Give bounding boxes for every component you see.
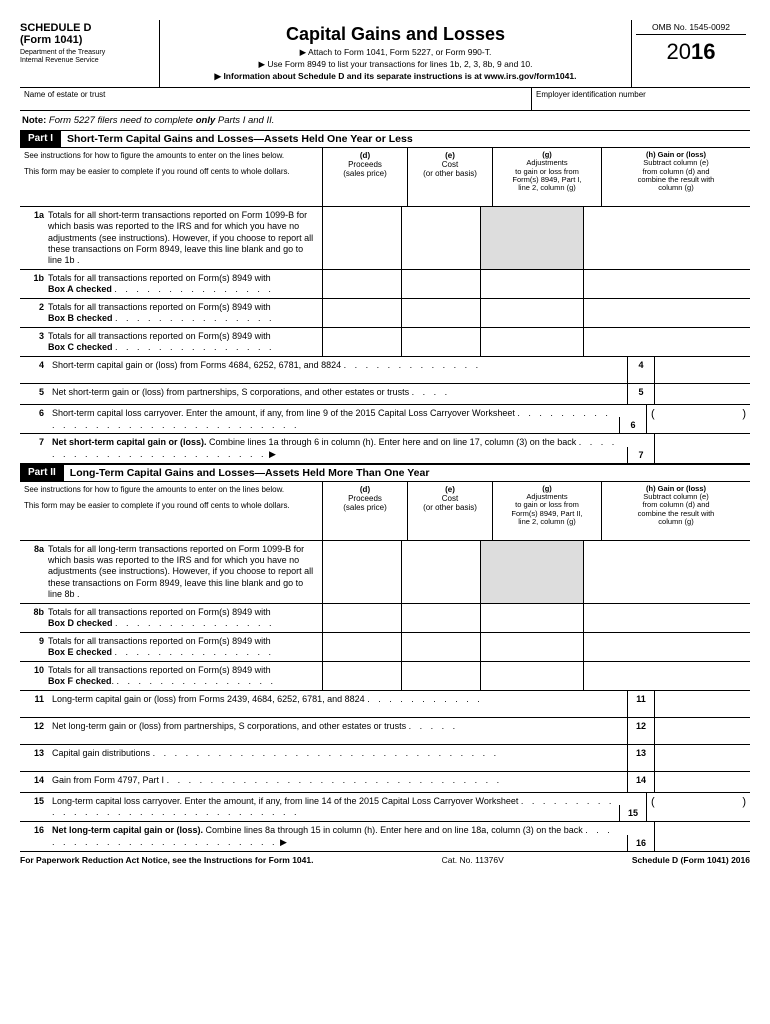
form-footer: For Paperwork Reduction Act Notice, see … <box>20 851 750 865</box>
part1-inst2: This form may be easier to complete if y… <box>24 167 316 177</box>
line-12: 12 Net long-term gain or (loss) from par… <box>20 718 750 745</box>
department: Department of the Treasury Internal Reve… <box>20 49 155 64</box>
line-15: 15 Long-term capital loss carryover. Ent… <box>20 793 750 822</box>
part2-tag: Part II <box>20 465 64 481</box>
line-4: 4 Short-term capital gain or (loss) from… <box>20 357 750 384</box>
filer-note: Note: Form 5227 filers need to complete … <box>20 111 750 130</box>
part1-inst1: See instructions for how to figure the a… <box>24 151 316 161</box>
use-instruction: ▶ Use Form 8949 to list your transaction… <box>168 59 623 70</box>
line-7: 7 Net short-term capital gain or (loss).… <box>20 434 750 463</box>
line-13: 13 Capital gain distributions . . . . . … <box>20 745 750 772</box>
line-16: 16 Net long-term capital gain or (loss).… <box>20 822 750 850</box>
part2-column-headers: See instructions for how to figure the a… <box>20 482 750 541</box>
line-8b: 8b Totals for all transactions reported … <box>20 604 750 633</box>
part2-title: Long-Term Capital Gains and Losses—Asset… <box>64 465 750 481</box>
form-title: Capital Gains and Losses <box>168 24 623 45</box>
line-9: 9 Totals for all transactions reported o… <box>20 633 750 662</box>
form-id-footer: Schedule D (Form 1041) 2016 <box>632 855 750 865</box>
part1-header: Part I Short-Term Capital Gains and Loss… <box>20 130 750 148</box>
line-3: 3 Totals for all transactions reported o… <box>20 328 750 357</box>
line-8a: 8a Totals for all long-term transactions… <box>20 541 750 604</box>
col-g-header: (g)Adjustmentsto gain or loss fromForm(s… <box>492 148 601 206</box>
paperwork-notice: For Paperwork Reduction Act Notice, see … <box>20 855 313 865</box>
line-5: 5 Net short-term gain or (loss) from par… <box>20 384 750 405</box>
omb-number: OMB No. 1545-0092 <box>636 22 746 35</box>
form-header: SCHEDULE D (Form 1041) Department of the… <box>20 20 750 88</box>
line-11: 11 Long-term capital gain or (loss) from… <box>20 691 750 718</box>
col-e-header: (e)Cost(or other basis) <box>407 148 492 206</box>
part1-column-headers: See instructions for how to figure the a… <box>20 148 750 207</box>
estate-name-field[interactable]: Name of estate or trust <box>20 88 531 110</box>
line-14: 14 Gain from Form 4797, Part I . . . . .… <box>20 772 750 793</box>
part1-title: Short-Term Capital Gains and Losses—Asse… <box>61 131 750 147</box>
name-ein-row: Name of estate or trust Employer identif… <box>20 88 750 111</box>
schedule-label: SCHEDULE D <box>20 22 155 34</box>
attach-instruction: ▶ Attach to Form 1041, Form 5227, or For… <box>168 47 623 58</box>
line-10: 10 Totals for all transactions reported … <box>20 662 750 691</box>
line-2: 2 Totals for all transactions reported o… <box>20 299 750 328</box>
line-1a: 1a Totals for all short-term transaction… <box>20 207 750 270</box>
col-d-header: (d)Proceeds(sales price) <box>322 148 407 206</box>
catalog-number: Cat. No. 11376V <box>442 855 504 865</box>
line-6: 6 Short-term capital loss carryover. Ent… <box>20 405 750 434</box>
info-instruction: ▶ Information about Schedule D and its s… <box>168 71 623 82</box>
part2-header: Part II Long-Term Capital Gains and Loss… <box>20 464 750 482</box>
form-number: (Form 1041) <box>20 34 155 46</box>
ein-field[interactable]: Employer identification number <box>531 88 750 110</box>
line-1b: 1b Totals for all transactions reported … <box>20 270 750 299</box>
tax-year: 2016 <box>636 39 746 65</box>
col-h-header: (h) Gain or (loss)Subtract column (e)fro… <box>601 148 750 206</box>
part1-tag: Part I <box>20 131 61 147</box>
